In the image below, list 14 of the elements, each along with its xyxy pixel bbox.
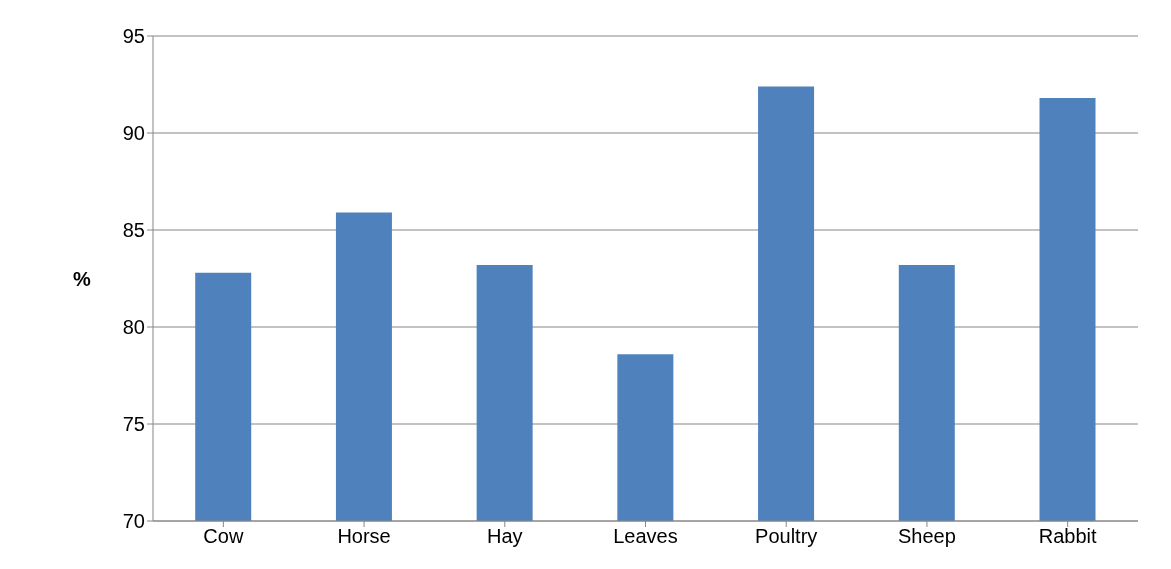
- x-tick-label: Horse: [337, 525, 391, 548]
- y-tick-label: 75: [122, 413, 145, 436]
- x-tick-label: Sheep: [898, 525, 956, 548]
- x-tick-label: Cow: [203, 525, 244, 548]
- y-tick-label: 70: [122, 510, 145, 533]
- y-tick-label: 95: [122, 25, 145, 48]
- x-tick-label: Leaves: [613, 525, 678, 548]
- y-tick-label: 85: [122, 219, 145, 242]
- x-tick-label: Poultry: [755, 525, 818, 548]
- y-tick-label: 90: [122, 122, 145, 145]
- y-tick-label: 80: [122, 316, 145, 339]
- x-tick-label: Hay: [487, 525, 523, 548]
- x-tick-label: Rabbit: [1038, 525, 1097, 548]
- y-axis-title: %: [73, 267, 91, 290]
